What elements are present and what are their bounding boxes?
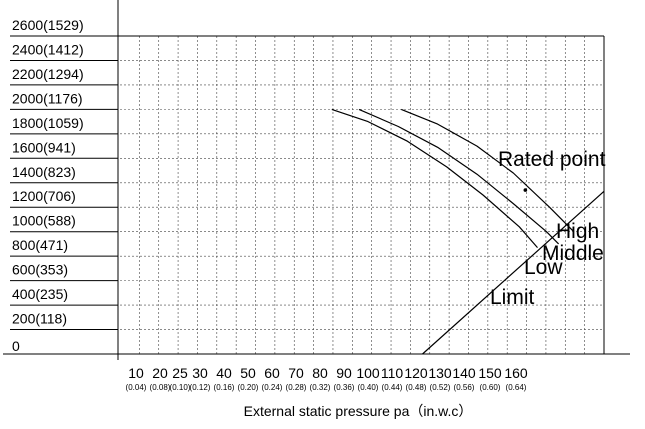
x-tick-label: 90: [336, 365, 352, 381]
x-tick-sublabel: (0.04): [126, 383, 147, 392]
x-tick-label: 20: [152, 365, 168, 381]
x-tick-sublabel: (0.60): [480, 383, 501, 392]
y-tick-label: 400(235): [12, 286, 68, 302]
x-tick-label: 100: [356, 365, 380, 381]
series-label-low: Low: [524, 256, 563, 279]
x-tick-sublabel: (0.24): [262, 383, 283, 392]
grid: [120, 35, 605, 354]
x-tick-label: 80: [312, 365, 328, 381]
series-label-middle: Middle: [542, 242, 604, 265]
y-tick-label: 1600(941): [12, 139, 76, 155]
x-tick-sublabel: (0.32): [310, 383, 331, 392]
axes: [3, 0, 630, 360]
x-tick-label: 150: [478, 365, 502, 381]
x-tick-sublabel: (0.28): [286, 383, 307, 392]
x-tick-label: 10: [128, 365, 144, 381]
y-tick-label: 2000(1176): [12, 90, 83, 106]
series-label-limit: Limit: [490, 286, 535, 309]
series-label-high: High: [556, 220, 599, 243]
x-tick-label: 140: [452, 365, 476, 381]
y-tick-label: 1200(706): [12, 188, 76, 204]
x-tick-label: 130: [428, 365, 452, 381]
y-tick-label: 1000(588): [12, 213, 76, 229]
x-tick-label: 110: [381, 365, 404, 381]
x-tick-labels: 10 (0.04) 20 (0.08)25 (0.10)30 (0.12) 40 (0.16)…: [126, 365, 528, 392]
rated-point-label: Rated point: [498, 148, 606, 171]
y-tick-label: 2200(1294): [12, 66, 84, 82]
y-tick-label: 0: [12, 338, 20, 354]
y-tick-labels: 0 200(118) 400(235) 600(353) 800(471) 1000(58…: [10, 17, 118, 354]
x-tick-sublabel: (0.56): [454, 383, 475, 392]
x-tick-label: 60: [264, 365, 280, 381]
x-tick-label: 120: [404, 365, 428, 381]
x-tick-sublabel: (0.48): [406, 383, 427, 392]
x-tick-label: 160: [504, 365, 528, 381]
x-tick-sublabel: (0.36): [334, 383, 355, 392]
x-tick-sublabel: (0.20): [238, 383, 259, 392]
x-tick-sublabel: (0.52): [430, 383, 451, 392]
x-tick-sublabel: (0.16): [214, 383, 235, 392]
series-line-high: [401, 108, 575, 233]
y-tick-label: 800(471): [12, 237, 68, 253]
x-tick-label: 40: [216, 365, 232, 381]
annotations: Rated point: [498, 148, 606, 192]
series-line-middle: [358, 108, 560, 245]
x-axis-title: External static pressure pa（in.w.c）: [244, 403, 473, 419]
x-tick-label: 25: [172, 365, 188, 381]
y-tick-label: 1800(1059): [12, 115, 84, 131]
x-tick-label: 30: [192, 365, 208, 381]
series-line-limit: [422, 190, 605, 355]
y-tick-label: 200(118): [12, 311, 67, 327]
x-tick-sublabel: (0.64): [506, 383, 527, 392]
y-tick-label: 2400(1412): [12, 41, 84, 57]
x-tick-sublabel: (0.40): [358, 383, 379, 392]
x-tick-sublabel: (0.08): [150, 383, 171, 392]
y-tick-label: 600(353): [12, 262, 68, 278]
series-line-low: [331, 108, 538, 248]
x-tick-sublabel: (0.10): [170, 383, 191, 392]
x-tick-sublabel: (0.12): [190, 383, 211, 392]
x-tick-label: 70: [288, 365, 304, 381]
x-tick-label: 50: [240, 365, 256, 381]
x-tick-sublabel: (0.44): [382, 383, 403, 392]
rated-point-marker: [523, 188, 528, 192]
y-tick-label: 1400(823): [12, 164, 76, 180]
y-tick-label: 2600(1529): [12, 17, 84, 33]
